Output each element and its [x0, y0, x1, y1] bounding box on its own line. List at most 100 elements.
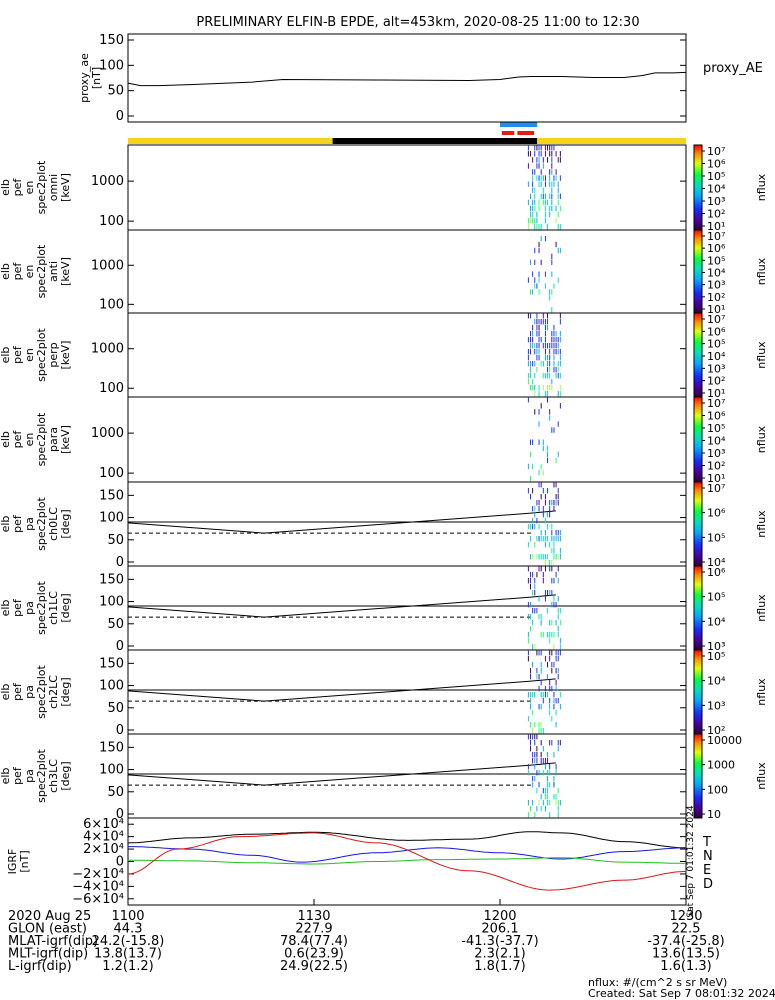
spec-cell [538, 145, 540, 151]
spec-cell [557, 337, 559, 343]
spec-cell [553, 542, 555, 548]
spec-cell [547, 524, 549, 530]
spec-cell [557, 223, 559, 230]
colorbar [693, 312, 703, 398]
spec-cell [549, 680, 551, 686]
spec-cell [551, 271, 553, 277]
spec-cell [557, 578, 559, 584]
lc-line [127, 762, 556, 786]
spec-cell [538, 506, 540, 512]
footer-cell: 13.6(13.5) [652, 947, 720, 962]
spec-cell [551, 331, 553, 337]
ylabel-line: spec2plot [35, 665, 48, 719]
spec-cell [530, 205, 531, 212]
spec-cell [555, 668, 557, 674]
igrf-legend-T: T [702, 835, 711, 850]
spec-cell [551, 379, 553, 385]
ylabel-line: anti [47, 261, 60, 282]
ytick-label: 0 [116, 109, 124, 124]
spec-cell [551, 289, 553, 295]
spec-cell [527, 181, 529, 187]
ylabel-line: pef [11, 598, 24, 617]
spec-cell [542, 758, 544, 764]
spec-cell [557, 674, 559, 680]
spec-cell [557, 596, 559, 602]
ytick-label: 150 [99, 488, 124, 503]
spec-cell [551, 253, 553, 260]
spec-cell [559, 247, 561, 254]
ytick-label: 4×10⁴ [83, 830, 124, 845]
spec-cell [538, 289, 540, 295]
spec-cell [544, 794, 546, 800]
spec-cell [559, 175, 561, 181]
spec-cell [547, 536, 549, 542]
cbar-tick-label: 10⁷ [707, 482, 725, 495]
panel-perp [127, 312, 687, 398]
spec-cell [532, 439, 534, 445]
spec-cell [542, 361, 544, 367]
spec-cell [547, 343, 549, 349]
ylabel-line: en [23, 433, 36, 447]
spec-cell [527, 217, 529, 224]
spec-cell [549, 343, 551, 349]
ylabel-line: elb [0, 684, 12, 701]
spec-cell [538, 391, 540, 397]
ylabel-line: spec2plot [35, 328, 48, 382]
spec-cell [534, 349, 536, 355]
spec-cell [557, 698, 559, 704]
colorbar [693, 649, 703, 735]
cbar-tick-label: 10¹ [707, 472, 725, 485]
spec-cell [557, 500, 559, 506]
cbar-tick-label: 10⁶ [707, 507, 726, 520]
spec-cell [527, 542, 529, 548]
ylabel-line: pa [23, 517, 36, 531]
spec-cell [532, 187, 534, 193]
proxy-ae-line [127, 71, 687, 87]
spec-cell [544, 542, 546, 548]
spec-cell [551, 578, 553, 584]
spec-cell [538, 181, 540, 187]
cbar-label: nflux [755, 678, 768, 706]
spec-cell [553, 776, 555, 782]
spec-cell [549, 710, 551, 716]
spec-cell [557, 421, 559, 427]
spec-cell [557, 391, 559, 397]
spec-cell [538, 175, 540, 181]
spec-cell [549, 512, 551, 518]
spec-cell [542, 193, 544, 200]
ytick-label: 100 [99, 466, 124, 481]
ylabel-line: spec2plot [35, 160, 48, 214]
spec-cell [542, 800, 544, 806]
igrf-legend-D: D [703, 877, 713, 892]
spec-cell [542, 506, 544, 512]
spec-cell [551, 530, 553, 536]
spec-cell [549, 566, 551, 572]
spec-cell [538, 650, 540, 656]
spec-cell [532, 776, 534, 782]
spec-cell [549, 193, 551, 200]
cbar-tick-label: 10² [707, 208, 725, 221]
spec-cell [555, 349, 557, 355]
spec-cell [555, 602, 557, 608]
spec-cell [532, 169, 534, 175]
spec-cell [534, 319, 536, 325]
spec-cell [549, 638, 551, 644]
spec-cell [527, 223, 529, 230]
ylabel-line: spec2plot [35, 581, 48, 635]
spec-cell [534, 169, 536, 175]
cbar-tick-label: 10 [707, 808, 721, 821]
spec-cell [547, 590, 549, 596]
spec-cell [555, 656, 557, 662]
ytick-label: 50 [107, 785, 124, 800]
spec-cell [544, 235, 546, 242]
spec-cell [544, 193, 546, 200]
spec-cell [547, 373, 549, 379]
cbar-tick-label: 10⁷ [707, 145, 725, 158]
ylabel-line: ch2LC [47, 675, 60, 709]
cbar-tick-label: 10¹ [707, 303, 725, 316]
footer-cell: 1130 [297, 909, 330, 924]
spec-cell [534, 506, 536, 512]
spec-cell [544, 656, 546, 662]
spec-cell [534, 752, 536, 758]
spec-cell [538, 247, 540, 254]
